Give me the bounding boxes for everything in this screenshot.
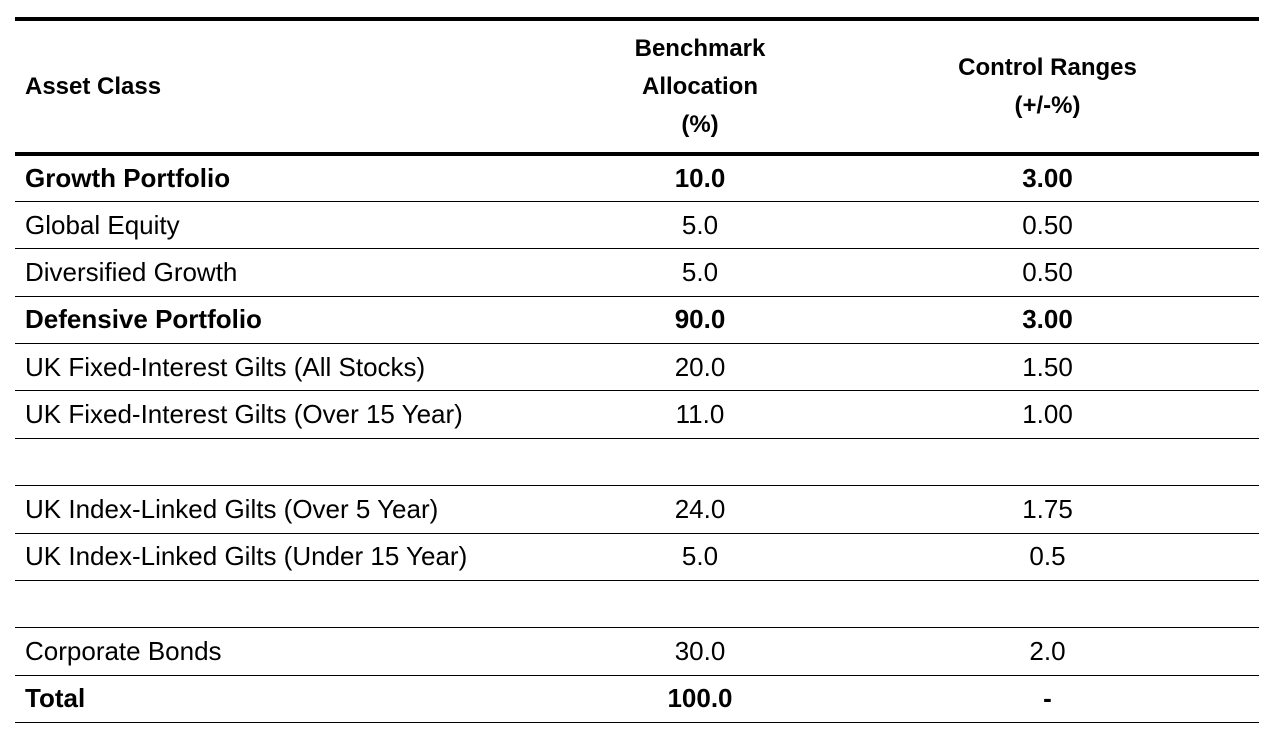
table-row: Defensive Portfolio 90.0 3.00 <box>15 296 1259 345</box>
benchmark-allocation-cell: 30.0 <box>564 627 836 676</box>
control-range-cell: 3.00 <box>836 296 1259 345</box>
benchmark-allocation-cell: 20.0 <box>564 343 836 392</box>
header-asset-class: Asset Class <box>15 17 564 156</box>
table-row: UK Fixed-Interest Gilts (Over 15 Year) 11… <box>15 390 1259 439</box>
asset-class-cell: UK Index-Linked Gilts (Under 15 Year) <box>15 533 564 582</box>
control-range-cell: 1.00 <box>836 390 1259 439</box>
asset-class-cell: Corporate Bonds <box>15 627 564 676</box>
header-benchmark-allocation: Benchmark Allocation (%) <box>564 17 836 156</box>
header-asset-class-label: Asset Class <box>25 72 162 100</box>
asset-class-cell: Total <box>15 675 564 724</box>
asset-class-cell <box>15 580 564 629</box>
asset-class-cell: Growth Portfolio <box>15 154 564 202</box>
asset-class-cell: Global Equity <box>15 201 564 250</box>
control-range-cell: 2.0 <box>836 627 1259 676</box>
benchmark-allocation-cell <box>564 580 836 629</box>
header-benchmark-line-2: Allocation <box>641 72 758 100</box>
control-range-cell: 0.5 <box>836 533 1259 582</box>
benchmark-allocation-cell: 5.0 <box>564 533 836 582</box>
benchmark-allocation-cell: 100.0 <box>564 675 836 724</box>
allocation-table-container: Asset Class Benchmark Allocation (%) Con… <box>15 17 1259 724</box>
asset-class-cell: UK Index-Linked Gilts (Over 5 Year) <box>15 485 564 534</box>
table-row: Growth Portfolio 10.0 3.00 <box>15 154 1259 202</box>
benchmark-allocation-cell: 11.0 <box>564 390 836 439</box>
asset-allocation-table: Asset Class Benchmark Allocation (%) Con… <box>15 17 1259 724</box>
table-row <box>15 438 1259 487</box>
benchmark-allocation-cell: 10.0 <box>564 154 836 202</box>
header-benchmark-line-1: Benchmark <box>634 34 766 62</box>
table-header-row: Asset Class Benchmark Allocation (%) Con… <box>15 17 1259 156</box>
control-range-cell: - <box>836 675 1259 724</box>
header-control-ranges: Control Ranges (+/-%) <box>836 17 1259 156</box>
benchmark-allocation-cell <box>564 438 836 487</box>
header-control-line-2: (+/-%) <box>1014 91 1081 119</box>
asset-class-cell: Diversified Growth <box>15 248 564 297</box>
table-row <box>15 580 1259 629</box>
table-row: Diversified Growth 5.0 0.50 <box>15 248 1259 297</box>
asset-class-cell <box>15 438 564 487</box>
header-control-line-1: Control Ranges <box>958 53 1137 81</box>
control-range-cell <box>836 580 1259 629</box>
benchmark-allocation-cell: 5.0 <box>564 248 836 297</box>
table-row: UK Index-Linked Gilts (Over 5 Year) 24.0 1… <box>15 485 1259 534</box>
table-row: Global Equity 5.0 0.50 <box>15 201 1259 250</box>
benchmark-allocation-cell: 90.0 <box>564 296 836 345</box>
control-range-cell: 0.50 <box>836 201 1259 250</box>
control-range-cell: 1.75 <box>836 485 1259 534</box>
header-benchmark-line-3: (%) <box>681 110 719 138</box>
control-range-cell: 0.50 <box>836 248 1259 297</box>
asset-class-cell: UK Fixed-Interest Gilts (All Stocks) <box>15 343 564 392</box>
control-range-cell: 3.00 <box>836 154 1259 202</box>
table-row: Total 100.0- <box>15 675 1259 724</box>
table-row: UK Index-Linked Gilts (Under 15 Year) 5.0… <box>15 533 1259 582</box>
table-row: Corporate Bonds 30.0 2.0 <box>15 627 1259 676</box>
table-row: UK Fixed-Interest Gilts (All Stocks) 20.0… <box>15 343 1259 392</box>
benchmark-allocation-cell: 5.0 <box>564 201 836 250</box>
control-range-cell <box>836 438 1259 487</box>
control-range-cell: 1.50 <box>836 343 1259 392</box>
asset-class-cell: UK Fixed-Interest Gilts (Over 15 Year) <box>15 390 564 439</box>
asset-class-cell: Defensive Portfolio <box>15 296 564 345</box>
benchmark-allocation-cell: 24.0 <box>564 485 836 534</box>
table-body: Growth Portfolio 10.0 3.00 Global Equity 5.0… <box>15 154 1259 724</box>
